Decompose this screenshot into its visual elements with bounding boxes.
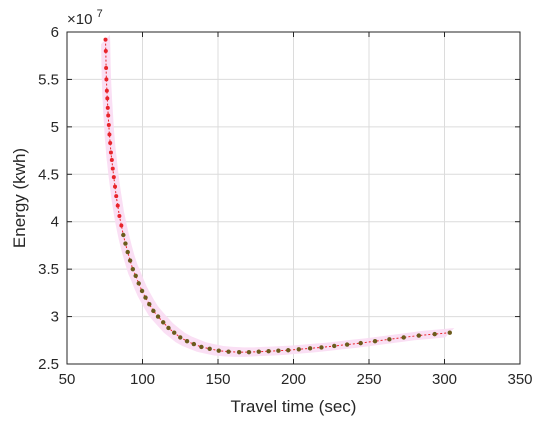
data-point: [178, 335, 183, 340]
data-point: [110, 166, 115, 171]
data-point: [416, 333, 422, 338]
x-tick-label: 50: [59, 371, 76, 388]
data-point: [358, 340, 363, 346]
data-point: [114, 194, 119, 199]
data-point: [307, 346, 313, 351]
x-tick-label: 100: [130, 371, 155, 388]
x-tick-label: 350: [507, 371, 532, 388]
data-point: [113, 184, 118, 189]
data-point: [104, 77, 109, 82]
y-tick-label: 3: [51, 309, 59, 326]
data-point: [111, 175, 116, 180]
data-point: [108, 150, 113, 155]
x-axis-label: Travel time (sec): [231, 397, 357, 416]
x-axis-ticks: 50 100 150 200 250 300 350: [59, 32, 533, 388]
x-tick-label: 200: [281, 371, 306, 388]
data-point: [216, 348, 221, 353]
data-point: [372, 339, 378, 344]
data-point: [447, 330, 452, 335]
x-tick-label: 150: [205, 371, 230, 388]
data-point: [106, 113, 111, 118]
y-axis-ticks: 2.5 3 3.5 4 4.5 5 5.5 6: [38, 24, 520, 373]
data-point: [184, 339, 190, 344]
data-point: [147, 302, 152, 307]
data-point: [105, 105, 110, 110]
data-point: [139, 288, 145, 294]
data-point: [123, 241, 128, 246]
data-point: [246, 349, 252, 355]
y-axis-exponent: ×10 7: [67, 8, 103, 28]
data-point: [105, 96, 110, 101]
x-tick-label: 300: [432, 371, 457, 388]
y-tick-label: 5.5: [38, 71, 59, 88]
data-point: [115, 203, 120, 208]
data-point: [104, 66, 109, 71]
data-point: [117, 214, 122, 219]
data-point: [103, 37, 108, 42]
y-tick-label: 6: [51, 24, 59, 41]
data-point: [121, 232, 126, 238]
data-point: [266, 348, 271, 354]
y-axis-exponent-base: ×10: [67, 11, 92, 28]
data-point: [143, 295, 148, 300]
data-point: [296, 347, 301, 352]
data-point: [344, 342, 350, 347]
data-point: [166, 325, 171, 331]
data-point: [103, 48, 108, 53]
x-tick-label: 250: [356, 371, 381, 388]
data-point: [172, 330, 177, 335]
data-point: [119, 223, 124, 228]
data-point: [207, 346, 212, 352]
data-point: [160, 320, 166, 325]
data-point: [125, 249, 130, 255]
data-point: [109, 158, 114, 163]
data-point: [133, 273, 138, 278]
data-point: [256, 349, 261, 354]
data-point: [319, 345, 324, 350]
y-tick-label: 3.5: [38, 261, 59, 278]
data-point: [151, 308, 156, 314]
data-point: [136, 281, 141, 286]
data-point: [155, 314, 161, 319]
y-tick-label: 5: [51, 119, 59, 136]
y-axis-exponent-power: 7: [97, 8, 103, 20]
data-points: [103, 37, 452, 355]
y-tick-label: 4.5: [38, 166, 59, 183]
data-point: [236, 349, 242, 355]
y-tick-label: 2.5: [38, 356, 59, 373]
data-point: [130, 266, 136, 272]
data-point: [332, 343, 337, 349]
data-point: [226, 349, 231, 354]
data-point: [276, 348, 281, 353]
data-point: [104, 88, 109, 93]
data-point: [106, 122, 111, 127]
data-point: [286, 348, 291, 353]
grid-lines: [66, 31, 521, 365]
data-point: [387, 337, 392, 342]
data-point: [127, 258, 133, 263]
y-tick-label: 4: [51, 214, 59, 231]
data-point: [432, 331, 437, 337]
y-axis-label: Energy (kwh): [10, 148, 29, 248]
data-point: [191, 341, 197, 347]
data-point: [401, 335, 406, 340]
data-point: [107, 132, 112, 137]
data-point: [199, 344, 204, 350]
data-point: [108, 140, 113, 145]
